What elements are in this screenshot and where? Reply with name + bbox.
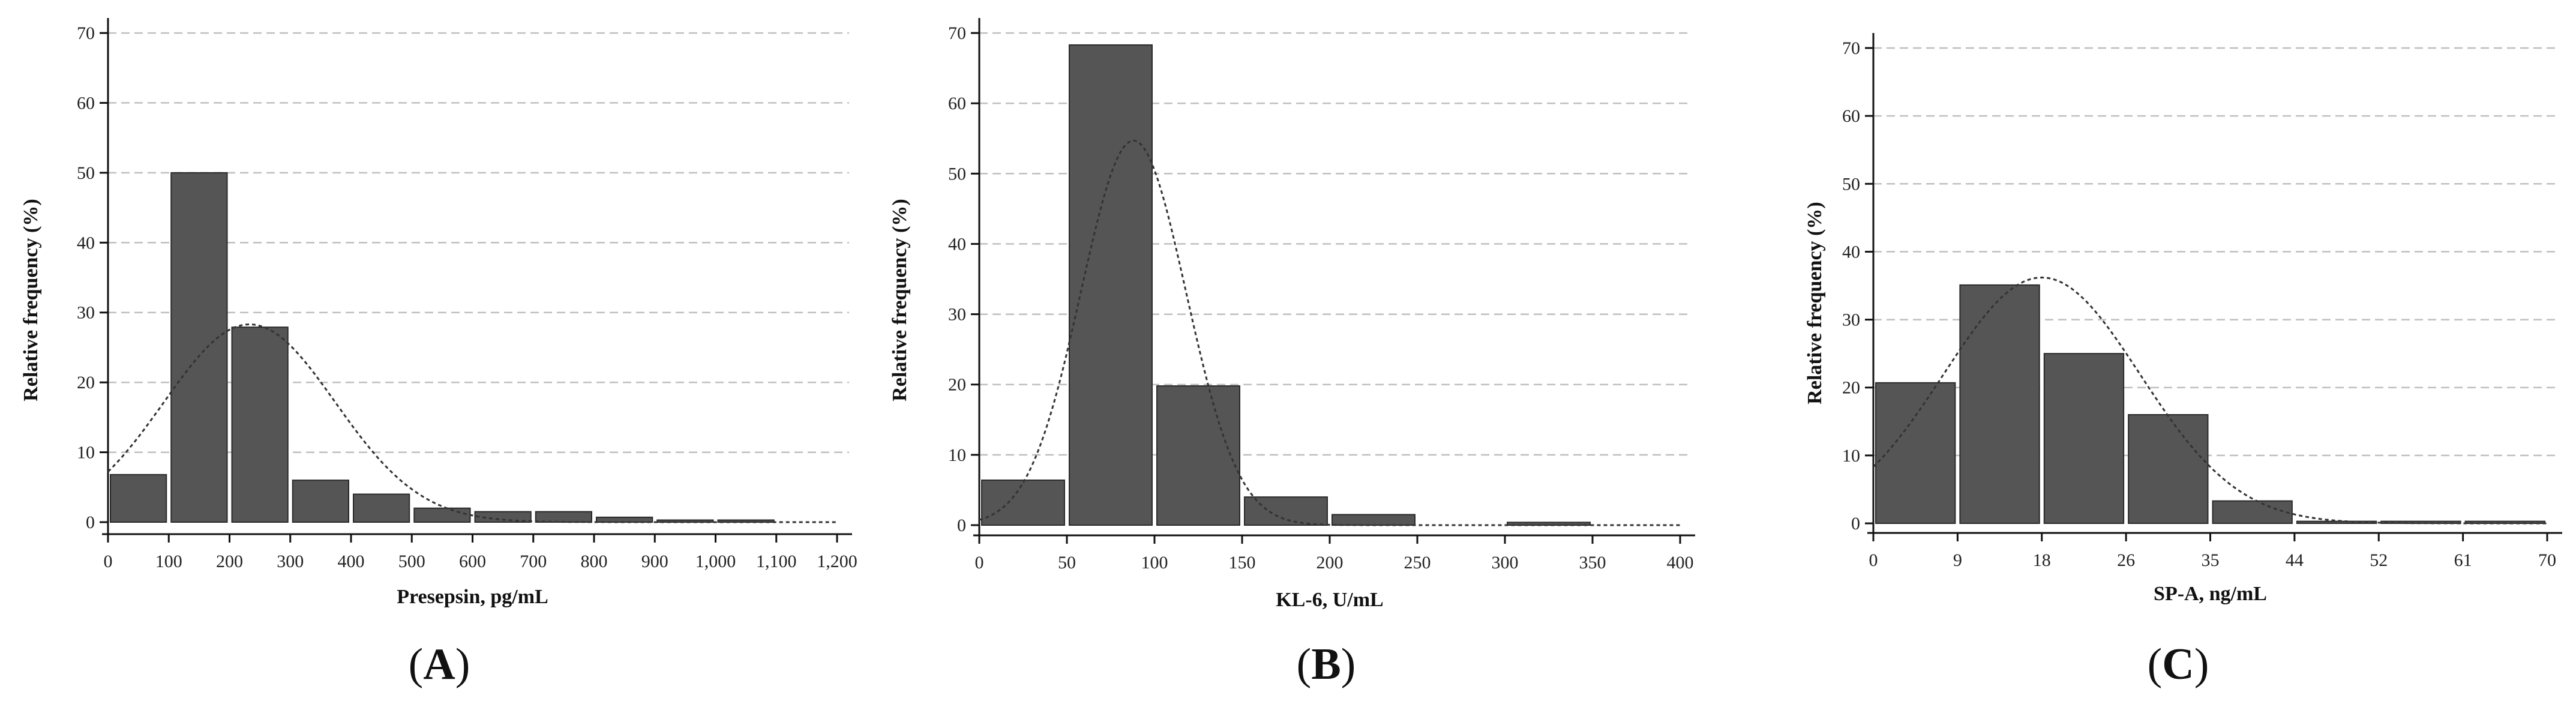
y-tick-label: 60 — [1842, 106, 1860, 126]
panel-label-open: ( — [1296, 640, 1312, 689]
panel-letter-b: B — [1311, 640, 1341, 689]
x-tick-label: 700 — [520, 552, 547, 571]
histogram-bar — [1244, 496, 1328, 526]
histogram-bar — [231, 326, 289, 523]
y-tick-label: 20 — [948, 375, 966, 395]
x-tick-label: 50 — [1058, 553, 1076, 573]
histogram-bar — [1959, 284, 2040, 524]
histogram-bar — [474, 511, 532, 523]
histogram-bar — [2296, 520, 2377, 524]
histogram-bar — [535, 511, 592, 523]
y-tick-label: 70 — [1842, 38, 1860, 58]
x-tick-label: 500 — [398, 552, 425, 571]
y-tick-label: 10 — [1842, 446, 1860, 466]
panel-letter-c: C — [2162, 640, 2194, 689]
panel-label-close: ) — [1341, 640, 1356, 689]
y-tick-label: 60 — [77, 93, 95, 113]
y-tick-label: 40 — [948, 234, 966, 254]
normal-curve — [979, 139, 1680, 526]
y-axis-label: Relative frequency (%) — [1804, 202, 1826, 404]
x-tick-label: 100 — [1141, 553, 1168, 573]
x-axis-label: SP-A, ng/mL — [2154, 583, 2267, 605]
x-tick-label: 18 — [2033, 550, 2051, 570]
histogram-bar — [656, 519, 714, 523]
panel-label-a: (A) — [349, 639, 529, 690]
x-tick-label: 1,200 — [817, 552, 857, 571]
x-tick-label: 400 — [338, 552, 365, 571]
panel-label-c: (C) — [2088, 639, 2268, 690]
x-tick-label: 150 — [1229, 553, 1256, 573]
x-tick-label: 400 — [1667, 553, 1694, 573]
histogram-bar — [292, 480, 349, 523]
histogram-bar — [2128, 414, 2209, 524]
y-tick-label: 20 — [77, 373, 95, 393]
x-tick-label: 0 — [1869, 550, 1878, 570]
x-tick-label: 61 — [2454, 550, 2472, 570]
y-tick-label: 10 — [77, 443, 95, 463]
x-axis-label: Presepsin, pg/mL — [397, 586, 548, 608]
x-tick-label: 70 — [2538, 550, 2556, 570]
histogram-bar — [170, 172, 228, 523]
panel-label-b: (B) — [1236, 639, 1416, 690]
x-tick-label: 250 — [1404, 553, 1431, 573]
y-axis-label: Relative frequency (%) — [20, 199, 42, 401]
x-tick-label: 200 — [216, 552, 243, 571]
y-tick-label: 50 — [948, 164, 966, 184]
x-tick-label: 1,000 — [695, 552, 736, 571]
normal-curve — [107, 323, 837, 523]
y-axis-label: Relative frequency (%) — [889, 199, 911, 401]
y-tick-label: 40 — [1842, 242, 1860, 262]
x-tick-label: 44 — [2286, 550, 2304, 570]
y-tick-label: 0 — [1851, 514, 1860, 534]
panel-label-open: ( — [2147, 640, 2163, 689]
x-tick-label: 800 — [581, 552, 608, 571]
histogram-bar — [1156, 385, 1240, 526]
histogram-bar — [981, 480, 1065, 526]
y-tick-label: 30 — [948, 305, 966, 325]
normal-curve — [1872, 276, 2547, 525]
histogram-bar — [717, 519, 775, 523]
x-tick-label: 600 — [459, 552, 486, 571]
y-tick-label: 20 — [1842, 378, 1860, 398]
y-tick-label: 30 — [1842, 310, 1860, 330]
y-tick-label: 50 — [1842, 174, 1860, 194]
panel-label-close: ) — [2194, 640, 2209, 689]
histogram-bar — [353, 493, 410, 523]
panel-letter-a: A — [423, 640, 455, 689]
y-tick-label: 30 — [77, 303, 95, 323]
x-tick-label: 1,100 — [756, 552, 797, 571]
histogram-bar — [1875, 382, 1956, 525]
x-tick-label: 52 — [2370, 550, 2388, 570]
histogram-bar — [1507, 522, 1591, 526]
histogram-bar — [110, 474, 167, 523]
y-tick-label: 0 — [957, 516, 966, 535]
y-tick-label: 60 — [948, 94, 966, 113]
x-tick-label: 300 — [277, 552, 304, 571]
y-tick-label: 10 — [948, 445, 966, 465]
x-tick-label: 100 — [155, 552, 182, 571]
histogram-bar — [2212, 500, 2293, 524]
y-tick-label: 40 — [77, 233, 95, 253]
x-tick-label: 0 — [104, 552, 113, 571]
x-tick-label: 200 — [1317, 553, 1344, 573]
y-tick-label: 50 — [77, 163, 95, 183]
x-axis-label: KL-6, U/mL — [1276, 589, 1383, 611]
panel-label-open: ( — [408, 640, 424, 689]
y-tick-label: 70 — [77, 23, 95, 43]
histogram-bar — [413, 507, 471, 523]
y-tick-label: 0 — [86, 513, 95, 532]
x-tick-label: 300 — [1492, 553, 1519, 573]
x-tick-label: 350 — [1579, 553, 1606, 573]
histogram-bar — [2043, 353, 2125, 525]
x-tick-label: 9 — [1953, 550, 1962, 570]
panel-label-close: ) — [455, 640, 470, 689]
x-tick-label: 26 — [2117, 550, 2135, 570]
x-tick-label: 900 — [641, 552, 668, 571]
histogram-bar — [1332, 514, 1416, 526]
x-tick-label: 0 — [975, 553, 984, 573]
x-tick-label: 35 — [2202, 550, 2220, 570]
y-tick-label: 70 — [948, 23, 966, 43]
